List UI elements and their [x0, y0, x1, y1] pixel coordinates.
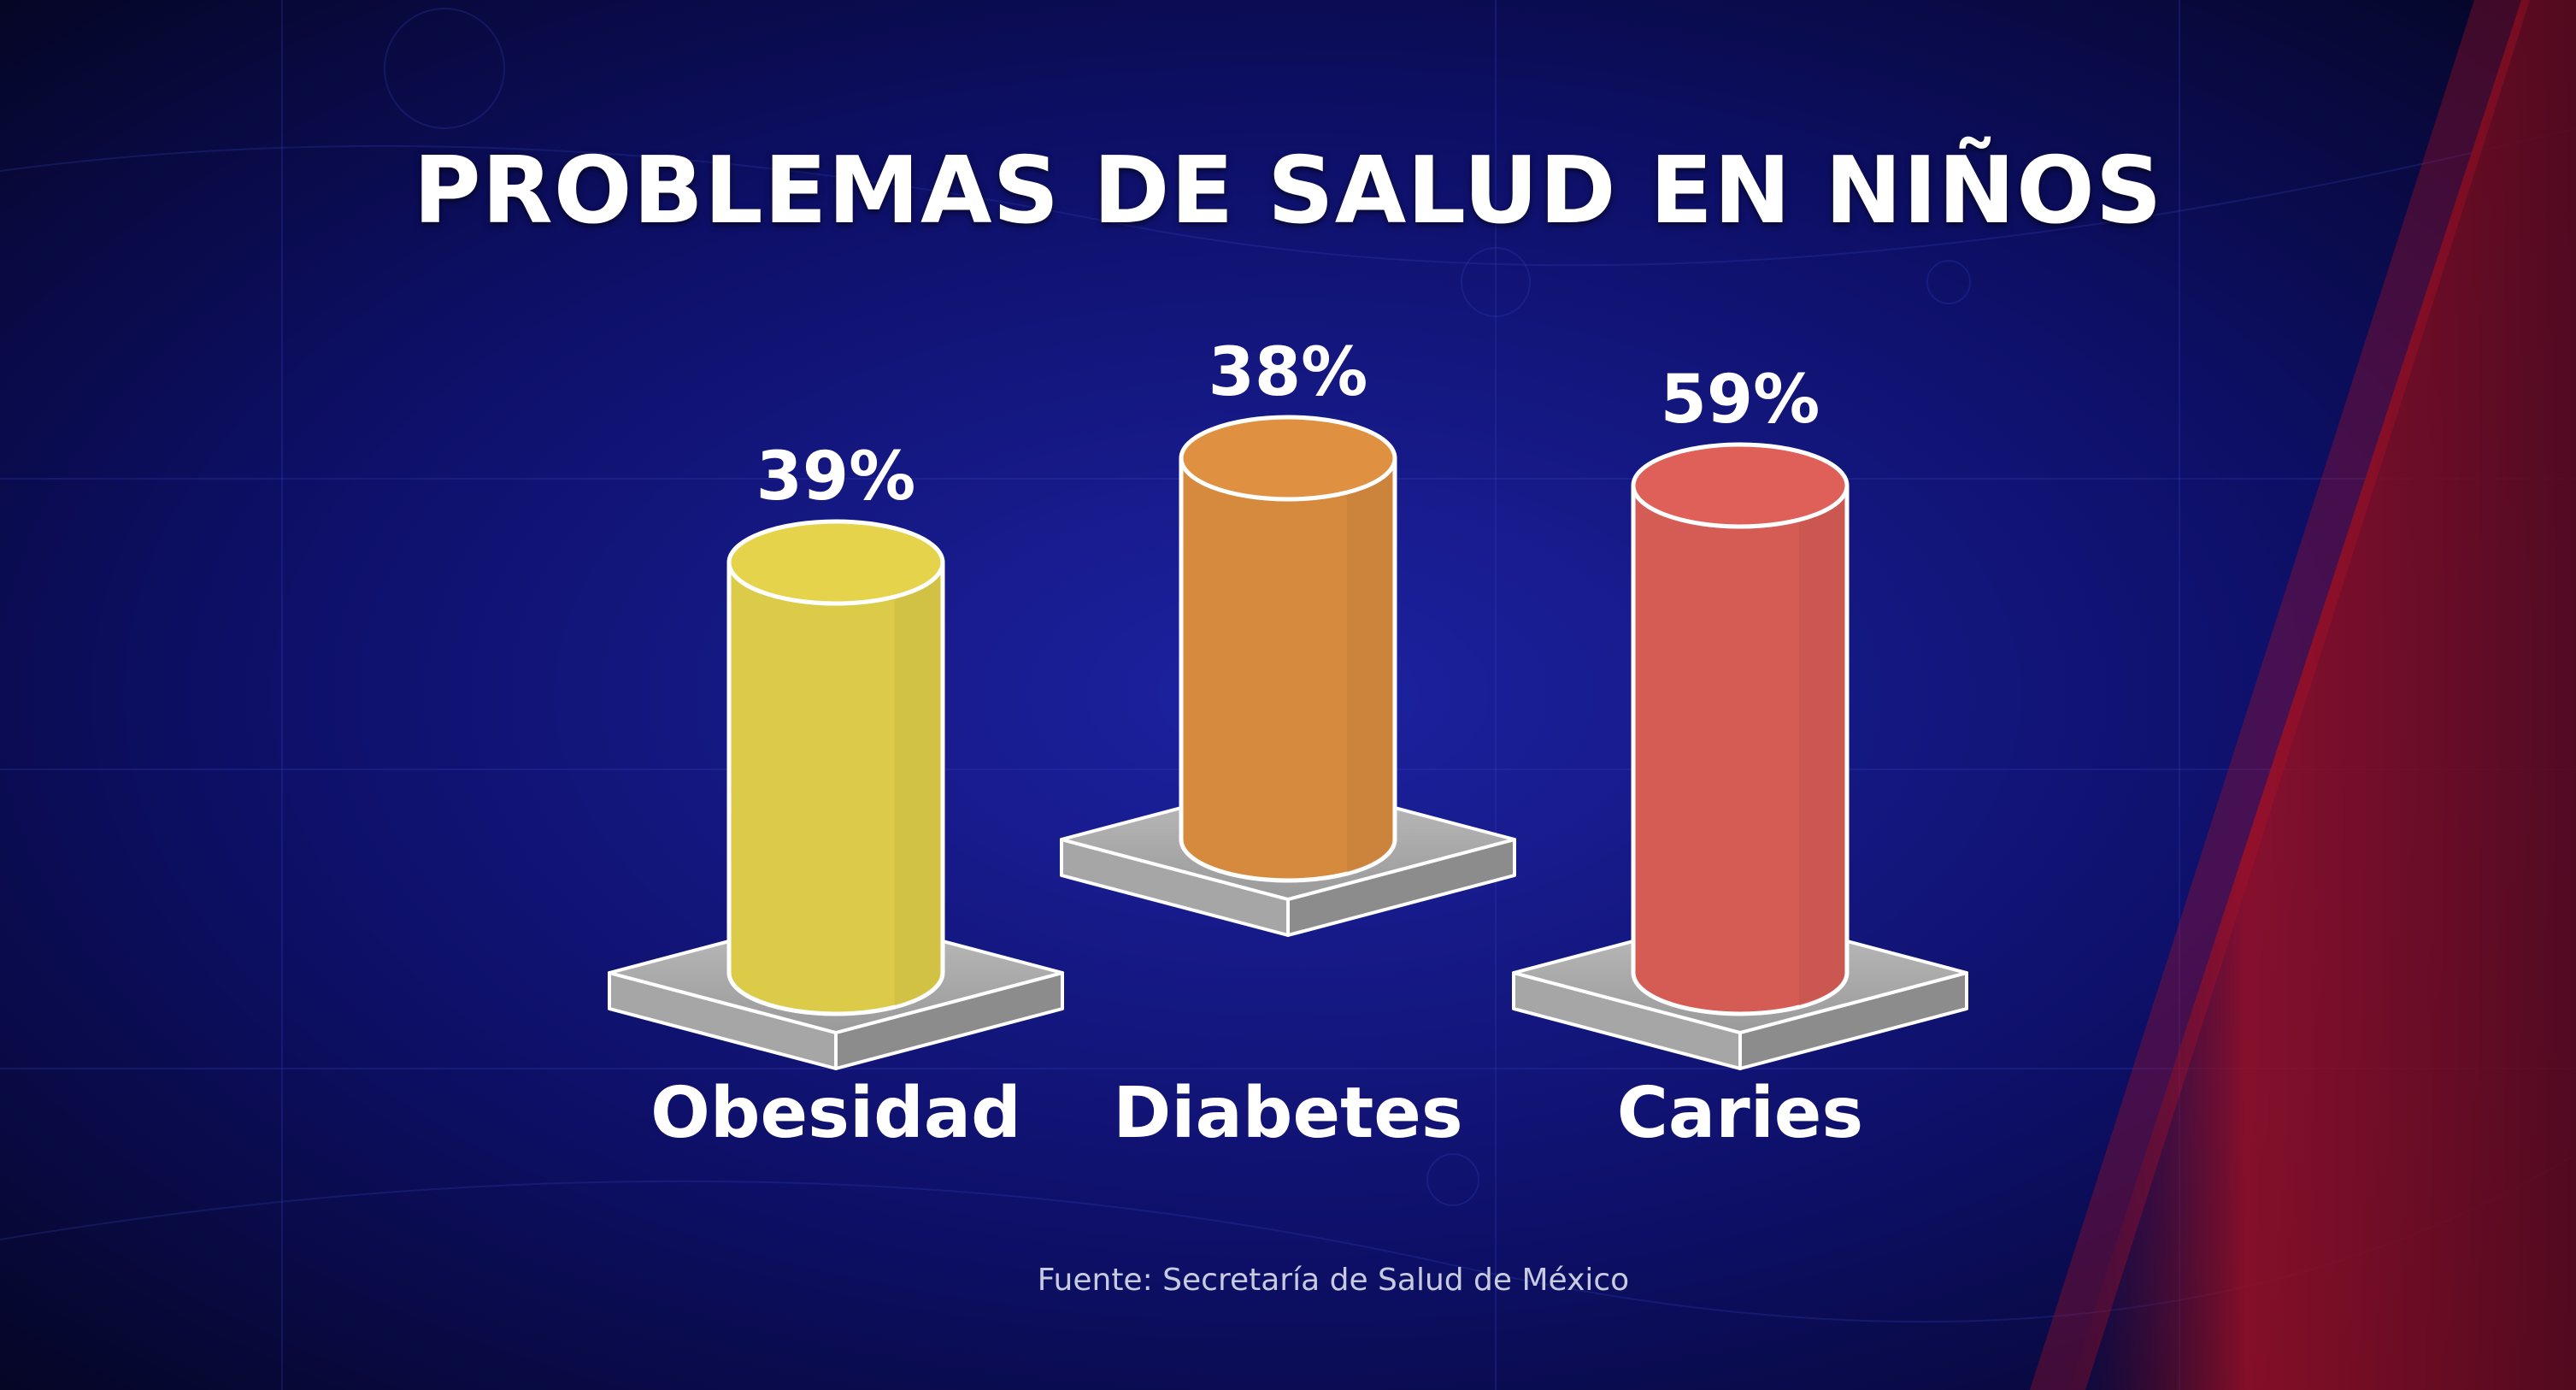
source-note: Fuente: Secretaría de Salud de México [1037, 1263, 1630, 1298]
chart-title: PROBLEMAS DE SALUD EN NIÑOS [413, 138, 2163, 244]
bars-layer: 39% Obesidad 38% Diabetes 59% Caries [608, 334, 1968, 1154]
cylinder-top-caries [1631, 442, 1850, 529]
category-label-obesidad: Obesidad [650, 1073, 1021, 1154]
cylinder-body-caries [1631, 483, 1850, 1016]
value-label-obesidad: 39% [756, 439, 916, 515]
value-label-caries: 59% [1661, 362, 1820, 439]
bar-caries: 59% Caries [1512, 362, 1968, 1154]
category-label-caries: Caries [1617, 1073, 1863, 1154]
bar-obesidad: 39% Obesidad [608, 439, 1064, 1154]
cylinder-body-obesidad [726, 560, 945, 1016]
cylinder-shade-diabetes [1346, 458, 1392, 873]
cylinder-top-obesidad [726, 519, 945, 606]
cylinder-body-diabetes [1179, 456, 1397, 883]
category-label-diabetes: Diabetes [1113, 1073, 1462, 1154]
cylinder-top-diabetes [1179, 415, 1397, 502]
cylinder-shade-obesidad [894, 562, 940, 1006]
bar-diabetes: 38% Diabetes [1060, 334, 1516, 1154]
value-label-diabetes: 38% [1209, 334, 1368, 411]
cylinder-shade-caries [1798, 486, 1844, 1006]
